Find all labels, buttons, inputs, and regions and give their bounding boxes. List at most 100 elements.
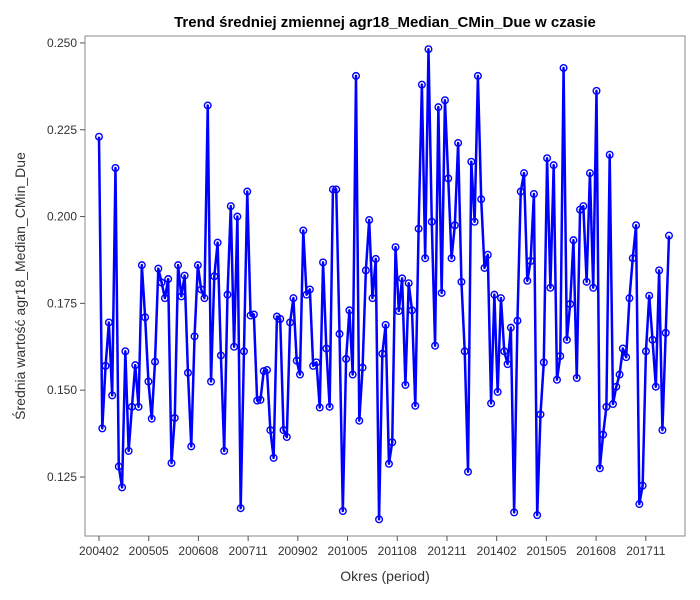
data-point — [391, 243, 400, 252]
x-tick-label: 201005 — [328, 544, 368, 558]
data-point — [585, 169, 594, 178]
data-point — [104, 318, 113, 327]
data-point — [348, 370, 357, 379]
x-tick-label: 200711 — [229, 544, 268, 558]
data-point — [338, 507, 347, 516]
data-point — [147, 414, 156, 423]
data-point — [401, 380, 410, 389]
data-point — [384, 459, 393, 468]
data-point — [223, 290, 232, 299]
data-point — [427, 217, 436, 226]
data-point — [328, 185, 337, 194]
data-point — [332, 185, 341, 194]
data-point — [483, 250, 492, 259]
data-point — [421, 254, 430, 263]
data-point — [417, 80, 426, 89]
data-point — [665, 231, 674, 240]
data-point — [477, 195, 486, 204]
data-point — [612, 382, 621, 391]
data-point — [496, 294, 505, 303]
data-point — [618, 344, 627, 353]
data-point — [286, 318, 295, 327]
data-point — [608, 400, 617, 409]
data-point — [549, 161, 558, 170]
data-point — [543, 154, 552, 163]
data-point — [114, 462, 123, 471]
data-point — [645, 291, 654, 300]
data-point — [569, 236, 578, 245]
data-point — [625, 294, 634, 303]
data-point — [279, 426, 288, 435]
data-point — [111, 163, 120, 172]
data-point — [216, 351, 225, 360]
data-point — [187, 442, 196, 451]
data-point — [510, 508, 519, 517]
data-point — [655, 266, 664, 275]
data-point — [523, 276, 532, 285]
data-point — [559, 63, 568, 72]
plot-frame — [84, 35, 686, 537]
data-point — [454, 138, 463, 147]
data-point — [137, 261, 146, 270]
data-point — [213, 238, 222, 247]
data-point — [101, 361, 110, 370]
x-tick-label: 200402 — [79, 544, 119, 558]
data-point — [371, 254, 380, 263]
data-point — [388, 438, 397, 447]
data-point — [368, 294, 377, 303]
data-point — [295, 370, 304, 379]
x-tick-label: 200902 — [278, 544, 318, 558]
data-point — [500, 347, 509, 356]
data-point — [236, 504, 245, 513]
x-axis-label: Okres (period) — [340, 568, 429, 584]
data-point — [131, 361, 140, 370]
data-point — [440, 96, 449, 105]
data-point — [118, 483, 127, 492]
data-point — [220, 446, 229, 455]
x-tick-label: 201108 — [378, 544, 417, 558]
data-point — [289, 294, 298, 303]
data-point — [506, 323, 515, 332]
y-tick-label: 0.125 — [47, 470, 77, 484]
data-point — [437, 288, 446, 297]
x-tick-label: 201711 — [626, 544, 665, 558]
data-point — [335, 329, 344, 338]
data-point — [450, 221, 459, 230]
data-point — [207, 377, 216, 386]
data-point — [398, 274, 407, 283]
data-point — [602, 402, 611, 411]
data-point — [197, 285, 206, 294]
data-point — [635, 500, 644, 509]
data-point — [493, 387, 502, 396]
data-point — [355, 416, 364, 425]
x-tick-label: 201402 — [477, 544, 517, 558]
series-line — [97, 47, 671, 521]
data-point — [193, 261, 202, 270]
x-tick-label: 200608 — [178, 544, 218, 558]
data-point — [632, 221, 641, 230]
data-point — [154, 264, 163, 273]
data-point — [94, 132, 103, 141]
data-point — [595, 464, 604, 473]
data-point — [177, 292, 186, 301]
data-point — [424, 45, 433, 54]
data-point — [431, 341, 440, 350]
data-point — [315, 403, 324, 412]
data-point — [552, 375, 561, 384]
data-point — [141, 313, 150, 322]
chart-title: Trend średniej zmiennej agr18_Median_CMi… — [174, 14, 596, 31]
data-point — [589, 283, 598, 292]
y-tick-label: 0.250 — [47, 36, 77, 50]
data-point — [183, 368, 192, 377]
data-point — [345, 306, 354, 315]
data-point — [490, 290, 499, 299]
y-axis: 0.125 0.150 0.175 0.200 0.225 0.250 — [47, 36, 85, 484]
x-tick-label: 200505 — [129, 544, 169, 558]
data-point — [253, 396, 262, 405]
data-point — [464, 467, 473, 476]
data-point — [658, 426, 667, 435]
data-point — [164, 275, 173, 284]
data-point — [299, 226, 308, 235]
data-point — [503, 360, 512, 369]
data-point — [375, 515, 384, 524]
